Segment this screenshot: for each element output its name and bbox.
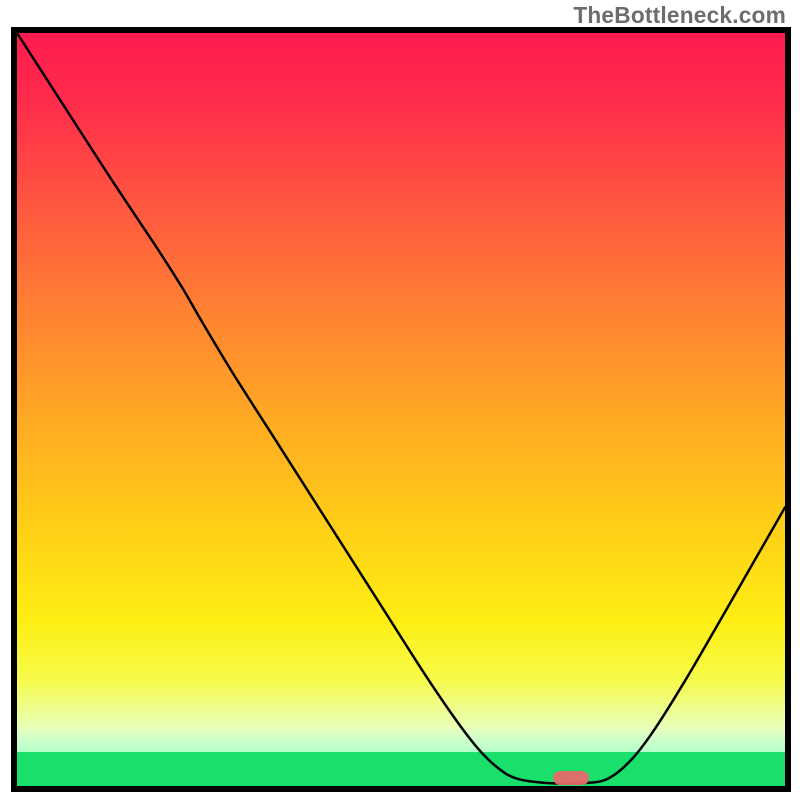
watermark-text: TheBottleneck.com — [573, 2, 786, 29]
gradient-bottom-band — [17, 752, 785, 786]
gradient-pale-transition — [17, 726, 785, 752]
plot-inner — [17, 33, 785, 786]
gradient-upper — [17, 33, 785, 752]
optimal-marker — [553, 771, 589, 785]
plot-frame — [11, 27, 791, 792]
chart-root: { "watermark": { "text": "TheBottleneck.… — [0, 0, 800, 800]
